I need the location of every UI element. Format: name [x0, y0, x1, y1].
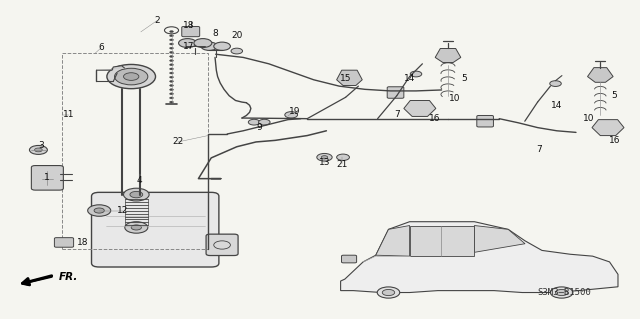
Circle shape — [107, 64, 156, 89]
Text: 4: 4 — [137, 176, 142, 185]
Text: 14: 14 — [404, 74, 415, 83]
Circle shape — [231, 48, 243, 54]
Circle shape — [131, 225, 141, 230]
Polygon shape — [435, 48, 461, 63]
Circle shape — [170, 35, 173, 37]
Circle shape — [179, 39, 196, 48]
Text: 5: 5 — [612, 91, 617, 100]
Circle shape — [550, 81, 561, 86]
Circle shape — [170, 76, 173, 78]
Text: FR.: FR. — [59, 271, 78, 282]
Polygon shape — [592, 120, 624, 136]
Circle shape — [201, 42, 218, 50]
Text: 18: 18 — [77, 238, 89, 247]
Text: 16: 16 — [609, 136, 620, 145]
Text: 5: 5 — [462, 74, 467, 83]
Text: 1: 1 — [44, 173, 49, 182]
Text: 7: 7 — [536, 145, 541, 154]
Circle shape — [248, 119, 260, 125]
Text: 19: 19 — [289, 107, 300, 116]
Circle shape — [94, 208, 104, 213]
Polygon shape — [474, 226, 525, 252]
FancyBboxPatch shape — [342, 255, 356, 263]
Text: 22: 22 — [172, 137, 184, 146]
Text: S3M3–B1500: S3M3–B1500 — [538, 288, 591, 297]
Circle shape — [214, 42, 230, 50]
Circle shape — [124, 73, 139, 80]
Text: 13: 13 — [319, 158, 330, 167]
FancyBboxPatch shape — [92, 192, 219, 267]
Circle shape — [170, 56, 173, 57]
Circle shape — [259, 119, 270, 125]
Circle shape — [88, 205, 111, 216]
Text: 21: 21 — [337, 160, 348, 169]
Circle shape — [410, 71, 422, 77]
Circle shape — [170, 72, 173, 74]
Circle shape — [556, 289, 568, 296]
FancyBboxPatch shape — [31, 166, 63, 190]
Circle shape — [170, 101, 173, 103]
Circle shape — [170, 47, 173, 49]
Text: 15: 15 — [340, 74, 351, 83]
Circle shape — [130, 191, 143, 198]
Circle shape — [29, 145, 47, 154]
Circle shape — [337, 154, 349, 160]
Text: 17: 17 — [183, 42, 195, 51]
Text: 2: 2 — [154, 16, 159, 25]
Text: 10: 10 — [449, 94, 460, 103]
Circle shape — [170, 43, 173, 45]
Circle shape — [124, 188, 149, 201]
Circle shape — [317, 153, 332, 161]
Circle shape — [170, 93, 173, 95]
Polygon shape — [96, 66, 125, 70]
Text: 8: 8 — [213, 29, 218, 38]
FancyBboxPatch shape — [477, 115, 493, 127]
Circle shape — [285, 112, 298, 118]
Circle shape — [170, 64, 173, 66]
Text: 20: 20 — [231, 31, 243, 40]
Text: 10: 10 — [583, 114, 595, 122]
Circle shape — [170, 80, 173, 82]
Circle shape — [115, 68, 148, 85]
Circle shape — [170, 39, 173, 41]
Polygon shape — [410, 226, 474, 256]
Circle shape — [170, 68, 173, 70]
Circle shape — [170, 89, 173, 91]
FancyBboxPatch shape — [182, 26, 200, 37]
Polygon shape — [376, 226, 410, 256]
Circle shape — [170, 31, 173, 33]
Circle shape — [170, 85, 173, 86]
Text: 6: 6 — [99, 43, 104, 52]
Polygon shape — [588, 68, 613, 82]
Circle shape — [382, 289, 395, 296]
Circle shape — [377, 287, 400, 298]
Polygon shape — [404, 100, 436, 116]
FancyBboxPatch shape — [387, 87, 404, 98]
Circle shape — [170, 60, 173, 62]
Text: 18: 18 — [183, 21, 195, 30]
Circle shape — [321, 156, 328, 159]
Circle shape — [125, 222, 148, 233]
Circle shape — [170, 97, 173, 99]
Text: 16: 16 — [429, 114, 441, 122]
Polygon shape — [337, 70, 362, 85]
Circle shape — [170, 51, 173, 53]
Circle shape — [194, 39, 212, 48]
Polygon shape — [340, 222, 618, 293]
Text: 3: 3 — [38, 141, 44, 150]
Bar — [62, 53, 208, 249]
Text: 14: 14 — [551, 101, 563, 110]
Text: 7: 7 — [394, 110, 399, 119]
FancyBboxPatch shape — [54, 238, 74, 247]
Text: 9: 9 — [257, 123, 262, 132]
Circle shape — [35, 148, 42, 152]
Circle shape — [550, 287, 573, 298]
FancyBboxPatch shape — [206, 234, 238, 256]
Text: 12: 12 — [117, 206, 129, 215]
Text: 11: 11 — [63, 110, 75, 119]
